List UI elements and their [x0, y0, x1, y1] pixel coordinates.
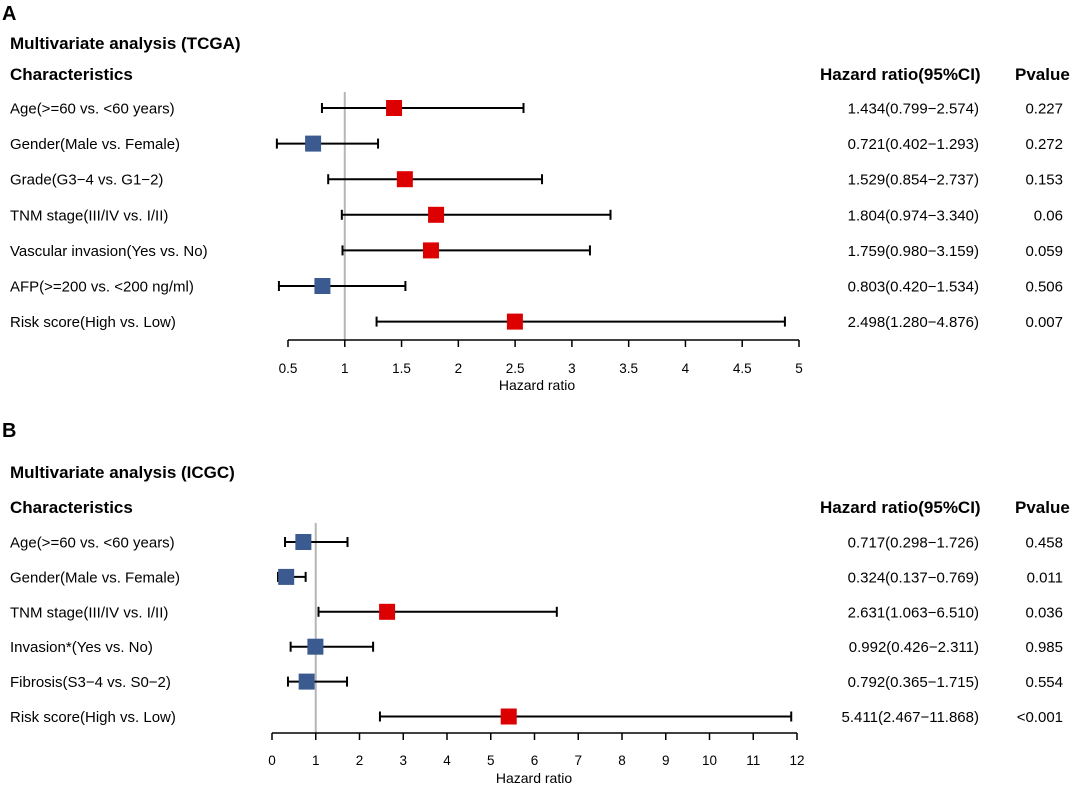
panel-b-hr-ci-text: 5.411(2.467−11.868): [842, 709, 979, 726]
panel-a-hr-point: [305, 135, 322, 152]
panel-b-hr-ci-text: 0.792(0.365−1.715): [848, 674, 979, 691]
panel-a-hr-point: [396, 171, 413, 188]
panel-b-x-tick-label: 3: [399, 753, 407, 768]
panel-b-x-tick-label: 9: [662, 753, 670, 768]
panel-a: A Multivariate analysis (TCGA) Character…: [2, 3, 1070, 393]
panel-b-hr-point: [307, 638, 324, 655]
panel-b-pvalue-text: 0.036: [1025, 604, 1063, 621]
panel-a-row-label: Vascular invasion(Yes vs. No): [10, 243, 208, 260]
panel-a-row-label: Gender(Male vs. Female): [10, 136, 180, 153]
panel-b-x-tick-label: 5: [487, 753, 495, 768]
panel-a-hr-point: [386, 100, 403, 116]
panel-b-x-tick-label: 7: [574, 753, 582, 768]
panel-b-pvalue-text: 0.554: [1025, 674, 1063, 691]
panel-b-x-tick-label: 12: [789, 753, 804, 768]
panel-b-x-tick-label: 1: [312, 753, 320, 768]
panel-b-x-tick-label: 10: [702, 753, 717, 768]
panel-b-row-label: Invasion*(Yes vs. No): [10, 639, 153, 656]
panel-a-pvalue-text: 0.007: [1025, 314, 1063, 331]
panel-a-x-tick-label: 4: [682, 361, 690, 376]
panel-b-hr-point: [278, 568, 295, 585]
panel-a-hr-point: [422, 242, 439, 259]
panel-b-row-label: Age(>=60 vs. <60 years): [10, 535, 175, 552]
panel-b-row-label: Fibrosis(S3−4 vs. S0−2): [10, 674, 171, 691]
panel-b-hr-point: [298, 673, 315, 690]
panel-b-hr-ci-text: 2.631(1.063−6.510): [848, 604, 979, 621]
panel-a-marks: 0.5 1 1.5 2 2.5 3 3.5 4 4.5 5 Age(>=60 vs. <60 yea…: [10, 92, 1063, 376]
panel-a-hr-point: [506, 313, 523, 330]
panel-b-x-tick-label: 4: [443, 753, 451, 768]
panel-b-pvalue-text: <0.001: [1017, 709, 1063, 726]
panel-a-x-tick-label: 1: [341, 361, 349, 376]
panel-a-hr-ci-text: 0.803(0.420−1.534): [848, 279, 979, 296]
panel-b-hr-point: [379, 603, 396, 620]
panel-a-x-tick-label: 5: [795, 361, 803, 376]
panel-b-hr-ci-text: 0.717(0.298−1.726): [848, 535, 979, 552]
panel-a-header-characteristics: Characteristics: [10, 65, 133, 84]
panel-a-pvalue-text: 0.272: [1025, 136, 1063, 153]
panel-b-x-axis-title: Hazard ratio: [496, 770, 572, 786]
panel-a-hr-ci-text: 1.529(0.854−2.737): [848, 172, 979, 189]
panel-a-x-tick-label: 2.5: [506, 361, 525, 376]
panel-a-hr-point: [314, 278, 331, 294]
panel-a-hr-ci-text: 2.498(1.280−4.876): [848, 314, 979, 331]
panel-b-header-hr: Hazard ratio(95%CI): [820, 498, 981, 517]
panel-b-x-tick-label: 0: [268, 753, 276, 768]
panel-b-title: Multivariate analysis (ICGC): [10, 463, 235, 482]
panel-b-x-tick-label: 8: [618, 753, 626, 768]
panel-b-hr-point: [295, 534, 312, 550]
panel-a-title: Multivariate analysis (TCGA): [10, 34, 241, 53]
panel-a-row-label: Risk score(High vs. Low): [10, 314, 176, 331]
panel-b-x-tick-label: 6: [531, 753, 539, 768]
panel-a-x-tick-label: 4.5: [733, 361, 752, 376]
panel-b-row-label: TNM stage(III/IV vs. I/II): [10, 604, 168, 621]
panel-a-hr-ci-text: 1.434(0.799−2.574): [848, 101, 979, 118]
panel-a-row-label: AFP(>=200 vs. <200 ng/ml): [10, 279, 194, 296]
panel-b-hr-ci-text: 0.324(0.137−0.769): [848, 569, 979, 586]
panel-a-hr-point: [428, 206, 445, 223]
panel-a-x-tick-label: 0.5: [279, 361, 298, 376]
panel-a-row-label: TNM stage(III/IV vs. I/II): [10, 207, 168, 224]
panel-a-row-label: Age(>=60 vs. <60 years): [10, 101, 175, 118]
panel-a-pvalue-text: 0.06: [1034, 207, 1063, 224]
panel-a-x-tick-label: 2: [455, 361, 463, 376]
panel-b-hr-point: [500, 708, 517, 725]
panel-a-pvalue-text: 0.227: [1025, 101, 1063, 118]
panel-a-pvalue-text: 0.059: [1025, 243, 1063, 260]
panel-b-hr-ci-text: 0.992(0.426−2.311): [849, 639, 979, 656]
panel-a-row-label: Grade(G3−4 vs. G1−2): [10, 172, 163, 189]
panel-a-x-tick-label: 3: [568, 361, 576, 376]
panel-a-x-tick-label: 3.5: [619, 361, 638, 376]
panel-b: B Multivariate analysis (ICGC) Character…: [2, 420, 1070, 786]
panel-a-x-axis-title: Hazard ratio: [499, 377, 575, 393]
panel-a-hr-ci-text: 0.721(0.402−1.293): [848, 136, 979, 153]
panel-a-x-tick-label: 1.5: [392, 361, 411, 376]
panel-a-hr-ci-text: 1.804(0.974−3.340): [848, 207, 979, 224]
panel-b-pvalue-text: 0.985: [1025, 639, 1063, 656]
panel-b-pvalue-text: 0.011: [1027, 569, 1063, 586]
panel-a-header-hr: Hazard ratio(95%CI): [820, 65, 981, 84]
panel-a-hr-ci-text: 1.759(0.980−3.159): [848, 243, 979, 260]
panel-b-letter: B: [2, 420, 16, 442]
panel-b-x-tick-label: 2: [356, 753, 364, 768]
panel-a-pvalue-text: 0.506: [1025, 279, 1063, 296]
panel-a-pvalue-text: 0.153: [1025, 172, 1063, 189]
panel-b-x-tick-label: 11: [746, 753, 760, 768]
panel-b-header-pvalue: Pvalue: [1015, 498, 1070, 517]
panel-a-letter: A: [2, 3, 16, 25]
panel-b-pvalue-text: 0.458: [1025, 535, 1063, 552]
panel-b-header-characteristics: Characteristics: [10, 498, 133, 517]
panel-b-row-label: Gender(Male vs. Female): [10, 569, 180, 586]
panel-b-row-label: Risk score(High vs. Low): [10, 709, 176, 726]
panel-a-header-pvalue: Pvalue: [1015, 65, 1070, 84]
